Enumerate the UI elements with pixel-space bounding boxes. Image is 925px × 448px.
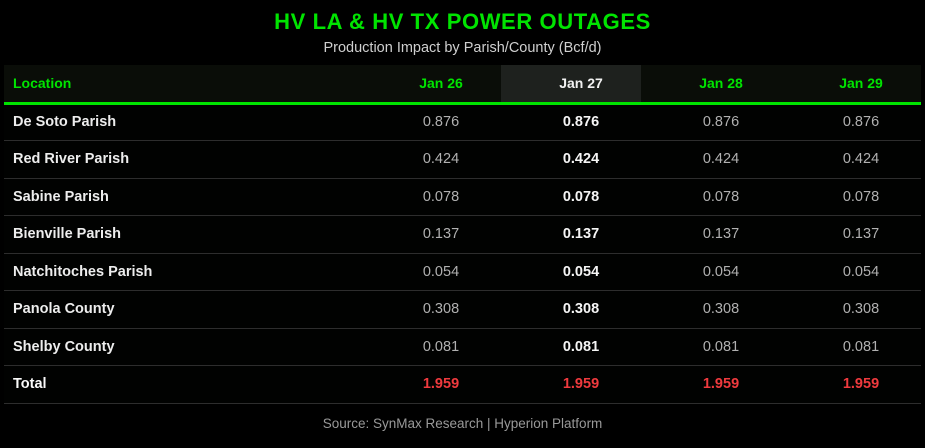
value-cell: 0.308	[361, 290, 501, 329]
value-cell: 0.078	[501, 178, 641, 216]
value-cell: 1.959	[501, 365, 641, 404]
value-cell: 0.078	[361, 178, 501, 216]
value-cell: 0.424	[361, 140, 501, 179]
value-cell: 0.876	[501, 103, 641, 141]
value-cell: 1.959	[781, 365, 921, 404]
value-cell: 0.137	[641, 215, 781, 254]
value-cell: 0.081	[501, 328, 641, 366]
table-row: Red River Parish 0.424 0.424 0.424 0.424	[4, 140, 921, 179]
value-cell: 0.137	[361, 215, 501, 254]
value-cell: 0.424	[781, 140, 921, 179]
value-cell: 0.078	[641, 178, 781, 216]
total-row: Total 1.959 1.959 1.959 1.959	[4, 365, 921, 404]
row-label: Sabine Parish	[4, 178, 361, 216]
table-header-row: Location Jan 26 Jan 27 Jan 28 Jan 29	[4, 65, 921, 105]
value-cell: 0.081	[641, 328, 781, 366]
table-row: Sabine Parish 0.078 0.078 0.078 0.078	[4, 178, 921, 216]
value-cell: 0.054	[501, 253, 641, 291]
row-label: Natchitoches Parish	[4, 253, 361, 291]
value-cell: 0.876	[781, 103, 921, 141]
value-cell: 0.081	[781, 328, 921, 366]
value-cell: 0.054	[641, 253, 781, 291]
column-header-jan-27: Jan 27	[501, 65, 641, 105]
page-subtitle: Production Impact by Parish/County (Bcf/…	[323, 40, 602, 56]
value-cell: 0.876	[641, 103, 781, 141]
row-label: Shelby County	[4, 328, 361, 366]
value-cell: 0.308	[781, 290, 921, 329]
row-label: Total	[4, 365, 361, 404]
source-caption: Source: SynMax Research | Hyperion Platf…	[322, 415, 603, 431]
value-cell: 0.876	[361, 103, 501, 141]
table-row: Shelby County 0.081 0.081 0.081 0.081	[4, 328, 921, 366]
column-header-jan-28: Jan 28	[641, 65, 781, 105]
row-label: Bienville Parish	[4, 215, 361, 254]
column-header-location: Location	[4, 65, 361, 105]
value-cell: 0.308	[641, 290, 781, 329]
value-cell: 0.054	[781, 253, 921, 291]
table-row: Natchitoches Parish 0.054 0.054 0.054 0.054	[4, 253, 921, 291]
value-cell: 1.959	[361, 365, 501, 404]
value-cell: 0.081	[361, 328, 501, 366]
table-header: Location Jan 26 Jan 27 Jan 28 Jan 29	[4, 65, 921, 105]
value-cell: 0.308	[501, 290, 641, 329]
page-title: HV LA & HV TX POWER OUTAGES	[274, 9, 651, 34]
value-cell: 0.137	[781, 215, 921, 254]
column-header-jan-26: Jan 26	[361, 65, 501, 105]
value-cell: 0.424	[501, 140, 641, 179]
table-row: De Soto Parish 0.876 0.876 0.876 0.876	[4, 103, 921, 141]
row-label: Panola County	[4, 290, 361, 329]
value-cell: 0.078	[781, 178, 921, 216]
value-cell: 0.137	[501, 215, 641, 254]
value-cell: 0.054	[361, 253, 501, 291]
outage-table: Location Jan 26 Jan 27 Jan 28 Jan 29 De Soto…	[4, 65, 921, 404]
column-header-jan-29: Jan 29	[781, 65, 921, 105]
row-label: De Soto Parish	[4, 103, 361, 141]
value-cell: 0.424	[641, 140, 781, 179]
row-label: Red River Parish	[4, 140, 361, 179]
table-body: De Soto Parish 0.876 0.876 0.876 0.876 Red Ri…	[4, 103, 921, 404]
table-row: Bienville Parish 0.137 0.137 0.137 0.137	[4, 215, 921, 254]
table-row: Panola County 0.308 0.308 0.308 0.308	[4, 290, 921, 329]
value-cell: 1.959	[641, 365, 781, 404]
